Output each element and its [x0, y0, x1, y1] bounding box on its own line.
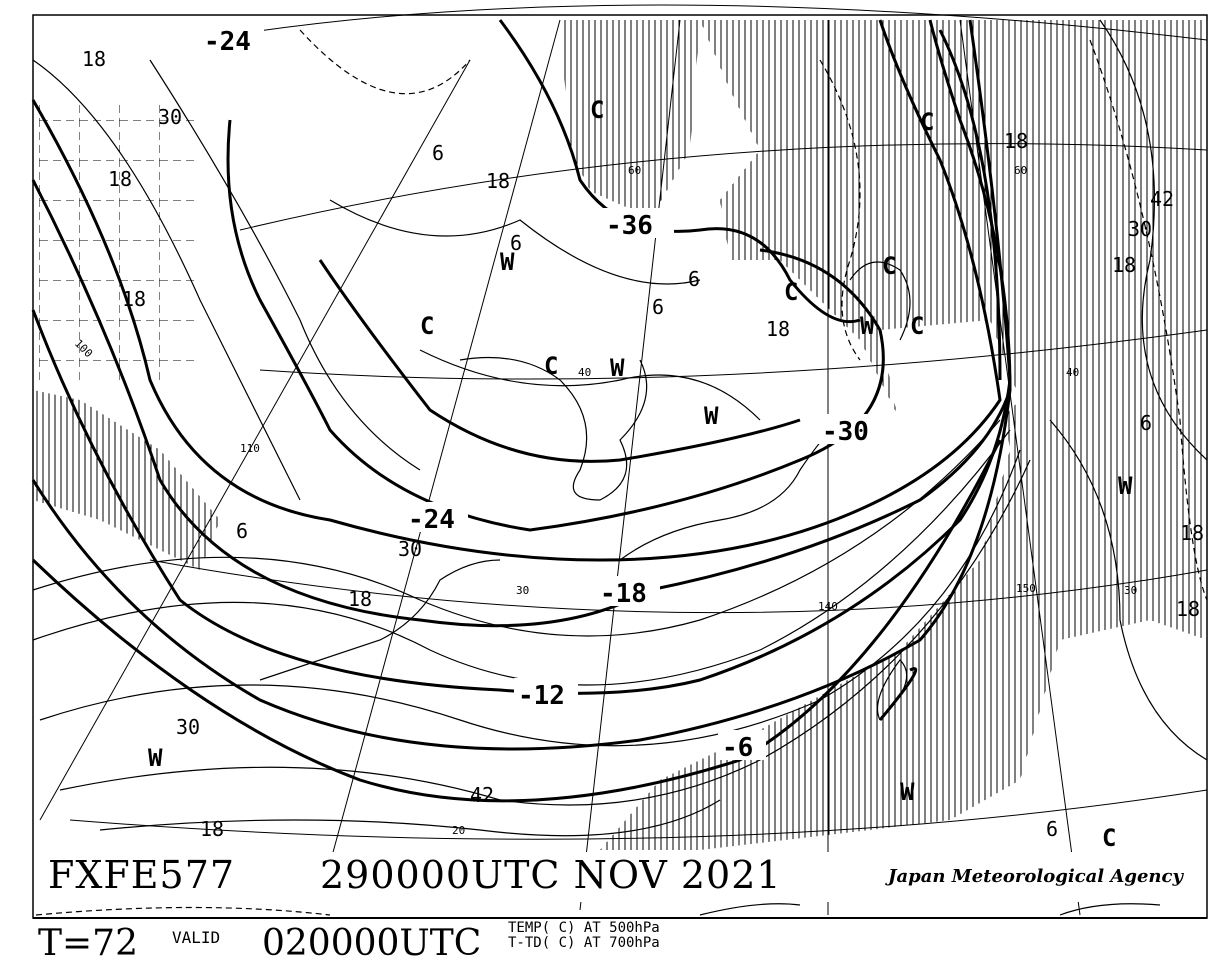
ttd-label: 6 [236, 519, 248, 543]
warm-center-marker: W [148, 744, 163, 772]
footer-band [0, 919, 1225, 970]
latitude-label: 40 [578, 366, 591, 379]
ttd-label: 30 [158, 105, 182, 129]
cold-center-marker: C [784, 278, 798, 306]
cold-center-marker: C [920, 108, 934, 136]
temp-label: -18 [600, 579, 647, 609]
temp-label: -36 [606, 211, 653, 241]
ttd-label: 6 [432, 141, 444, 165]
ttd-label: 42 [470, 783, 494, 807]
legend-ttd: T-TD( C) AT 700hPa [508, 935, 660, 951]
warm-center-marker: W [500, 248, 515, 276]
warm-cold-markers: W W W W W W W C C C C C C C C [148, 96, 1133, 852]
latitude-label: 20 [452, 824, 465, 837]
warm-center-marker: W [1118, 472, 1133, 500]
cold-center-marker: C [1102, 824, 1116, 852]
temp-label: -6 [722, 733, 753, 763]
ttd-label: 18 [348, 587, 372, 611]
ttd-label: 18 [1112, 253, 1136, 277]
ttd-label: 18 [82, 47, 106, 71]
valid-time: 020000UTC [262, 923, 482, 964]
legend-temp: TEMP( C) AT 500hPa [508, 920, 660, 936]
lat-lon-grid [39, 4, 1208, 916]
warm-center-marker: W [900, 778, 915, 806]
forecast-hour: T=72 [38, 923, 138, 964]
ttd-label: 6 [1140, 411, 1152, 435]
latitude-label: 30 [1124, 584, 1137, 597]
initial-time: 290000UTC NOV 2021 [320, 853, 782, 897]
ttd-label: 6 [1046, 817, 1058, 841]
longitude-label: 140 [818, 600, 838, 613]
dry-area [290, 120, 820, 520]
temp-label: -24 [408, 505, 455, 535]
dewpoint-contours [32, 19, 1208, 837]
ttd-label: 18 [1004, 129, 1028, 153]
cold-center-marker: C [882, 252, 896, 280]
agency-name: Japan Meteorological Agency [888, 866, 1183, 887]
ttd-label: 18 [122, 287, 146, 311]
temperature-labels: -24 -36 -30 -24 -18 -12 -6 [200, 24, 882, 763]
temp-label: -30 [822, 417, 869, 447]
valid-label: VALID [172, 928, 221, 947]
latitude-label: 40 [1066, 366, 1079, 379]
title-band [34, 852, 1206, 902]
cold-center-marker: C [590, 96, 604, 124]
ttd-label: 18 [486, 169, 510, 193]
longitude-label: 110 [240, 442, 260, 455]
ttd-label: 30 [176, 715, 200, 739]
ttd-label: 18 [766, 317, 790, 341]
ttd-label: 6 [510, 231, 522, 255]
warm-center-marker: W [704, 402, 719, 430]
grid-labels: 60 60 40 40 30 30 20 100 110 140 150 [72, 164, 1137, 837]
ttd-label: 6 [652, 295, 664, 319]
warm-center-marker: W [860, 312, 875, 340]
latitude-label: 60 [628, 164, 641, 177]
cold-center-marker: C [420, 312, 434, 340]
ttd-label: 42 [1150, 187, 1174, 211]
legend: TEMP( C) AT 500hPa T-TD( C) AT 700hPa [508, 921, 660, 951]
longitude-label: 150 [1016, 582, 1036, 595]
ttd-label: 30 [1128, 217, 1152, 241]
ttd-label: 18 [108, 167, 132, 191]
ttd-label: 6 [688, 267, 700, 291]
ttd-label: 18 [200, 817, 224, 841]
ttd-label: 18 [1176, 597, 1200, 621]
ttd-label: 18 [1180, 521, 1204, 545]
cold-center-marker: C [910, 312, 924, 340]
chart-id: FXFE577 [48, 853, 236, 897]
dewpoint-labels: 18 30 18 18 18 6 6 18 18 30 42 6 6 6 18 … [82, 47, 1204, 841]
cold-center-marker: C [544, 352, 558, 380]
temp-label: -12 [518, 681, 565, 711]
warm-center-marker: W [610, 354, 625, 382]
temperature-contours [31, 19, 1012, 803]
latitude-label: 30 [516, 584, 529, 597]
ttd-label: 30 [398, 537, 422, 561]
temp-label: -24 [204, 27, 251, 57]
latitude-label: 60 [1014, 164, 1027, 177]
